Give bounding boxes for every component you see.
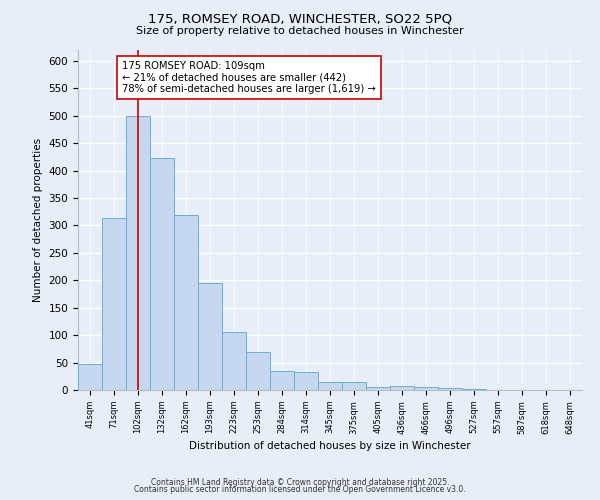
Bar <box>318 382 342 390</box>
Y-axis label: Number of detached properties: Number of detached properties <box>33 138 43 302</box>
Bar <box>150 158 174 390</box>
Bar <box>126 116 150 390</box>
Text: 175 ROMSEY ROAD: 109sqm
← 21% of detached houses are smaller (442)
78% of semi-d: 175 ROMSEY ROAD: 109sqm ← 21% of detache… <box>122 61 376 94</box>
Bar <box>102 218 126 390</box>
Bar <box>222 332 246 390</box>
Text: Contains public sector information licensed under the Open Government Licence v3: Contains public sector information licen… <box>134 485 466 494</box>
Bar <box>414 388 438 390</box>
Bar <box>78 364 102 390</box>
Bar <box>198 283 222 390</box>
Bar <box>174 214 198 390</box>
Text: Size of property relative to detached houses in Winchester: Size of property relative to detached ho… <box>136 26 464 36</box>
Bar <box>246 352 270 390</box>
Bar <box>366 388 390 390</box>
Text: Contains HM Land Registry data © Crown copyright and database right 2025.: Contains HM Land Registry data © Crown c… <box>151 478 449 487</box>
Bar <box>270 371 294 390</box>
Bar <box>438 388 462 390</box>
Bar <box>390 386 414 390</box>
Text: 175, ROMSEY ROAD, WINCHESTER, SO22 5PQ: 175, ROMSEY ROAD, WINCHESTER, SO22 5PQ <box>148 12 452 26</box>
Bar <box>342 382 366 390</box>
Bar <box>294 372 318 390</box>
X-axis label: Distribution of detached houses by size in Winchester: Distribution of detached houses by size … <box>189 440 471 450</box>
